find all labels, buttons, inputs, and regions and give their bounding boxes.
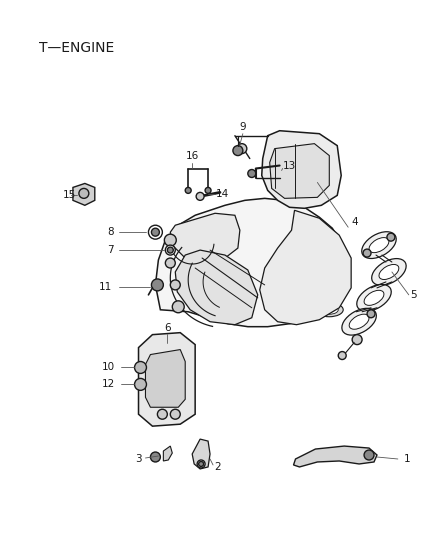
Ellipse shape: [369, 238, 389, 253]
Circle shape: [205, 188, 211, 193]
Circle shape: [367, 310, 375, 318]
Text: 2: 2: [215, 462, 221, 472]
Text: 11: 11: [99, 282, 113, 292]
Polygon shape: [73, 183, 95, 205]
Polygon shape: [192, 439, 210, 469]
Text: 14: 14: [215, 189, 229, 199]
Circle shape: [338, 352, 346, 360]
Text: 9: 9: [240, 122, 246, 132]
Circle shape: [79, 188, 89, 198]
Circle shape: [167, 247, 173, 253]
Text: 4: 4: [352, 217, 358, 227]
Text: 7: 7: [107, 245, 114, 255]
Polygon shape: [138, 333, 195, 426]
Ellipse shape: [315, 303, 343, 317]
Circle shape: [198, 462, 204, 466]
Circle shape: [165, 258, 175, 268]
Ellipse shape: [379, 264, 399, 279]
Polygon shape: [145, 350, 185, 407]
Circle shape: [196, 192, 204, 200]
Circle shape: [170, 409, 180, 419]
Text: 15: 15: [62, 190, 76, 200]
Ellipse shape: [362, 232, 396, 259]
Ellipse shape: [315, 238, 343, 252]
Text: 10: 10: [102, 362, 115, 373]
Circle shape: [134, 361, 146, 374]
Circle shape: [387, 233, 395, 241]
Circle shape: [152, 228, 159, 236]
Ellipse shape: [342, 308, 376, 335]
Circle shape: [197, 460, 205, 468]
Circle shape: [233, 146, 243, 156]
Ellipse shape: [320, 305, 338, 314]
Polygon shape: [155, 198, 349, 327]
Circle shape: [150, 452, 160, 462]
Circle shape: [237, 144, 247, 154]
Ellipse shape: [372, 259, 406, 285]
Ellipse shape: [315, 282, 343, 296]
Circle shape: [185, 188, 191, 193]
Ellipse shape: [320, 240, 338, 249]
Ellipse shape: [315, 260, 343, 274]
Circle shape: [165, 245, 175, 255]
Polygon shape: [175, 250, 258, 325]
Ellipse shape: [349, 314, 369, 329]
Circle shape: [364, 450, 374, 460]
Circle shape: [363, 249, 371, 257]
Circle shape: [157, 409, 167, 419]
Circle shape: [152, 279, 163, 291]
Ellipse shape: [364, 290, 384, 305]
Text: T—ENGINE: T—ENGINE: [39, 41, 114, 55]
Text: 6: 6: [164, 322, 171, 333]
Text: 5: 5: [410, 290, 417, 300]
Circle shape: [170, 280, 180, 290]
Polygon shape: [260, 211, 351, 325]
Circle shape: [352, 335, 362, 345]
Circle shape: [134, 378, 146, 390]
Polygon shape: [293, 446, 377, 467]
Text: 13: 13: [283, 160, 296, 171]
Circle shape: [164, 234, 176, 246]
Text: 12: 12: [102, 379, 115, 390]
Text: 1: 1: [403, 454, 410, 464]
Ellipse shape: [320, 263, 338, 271]
Polygon shape: [262, 131, 341, 208]
Circle shape: [248, 169, 256, 177]
Text: 3: 3: [135, 454, 142, 464]
Ellipse shape: [320, 285, 338, 293]
Polygon shape: [163, 446, 172, 461]
Polygon shape: [270, 144, 329, 198]
Text: 8: 8: [107, 227, 114, 237]
Text: 16: 16: [186, 151, 199, 160]
Circle shape: [172, 301, 184, 313]
Ellipse shape: [357, 285, 391, 311]
Polygon shape: [170, 213, 240, 262]
Circle shape: [148, 225, 162, 239]
